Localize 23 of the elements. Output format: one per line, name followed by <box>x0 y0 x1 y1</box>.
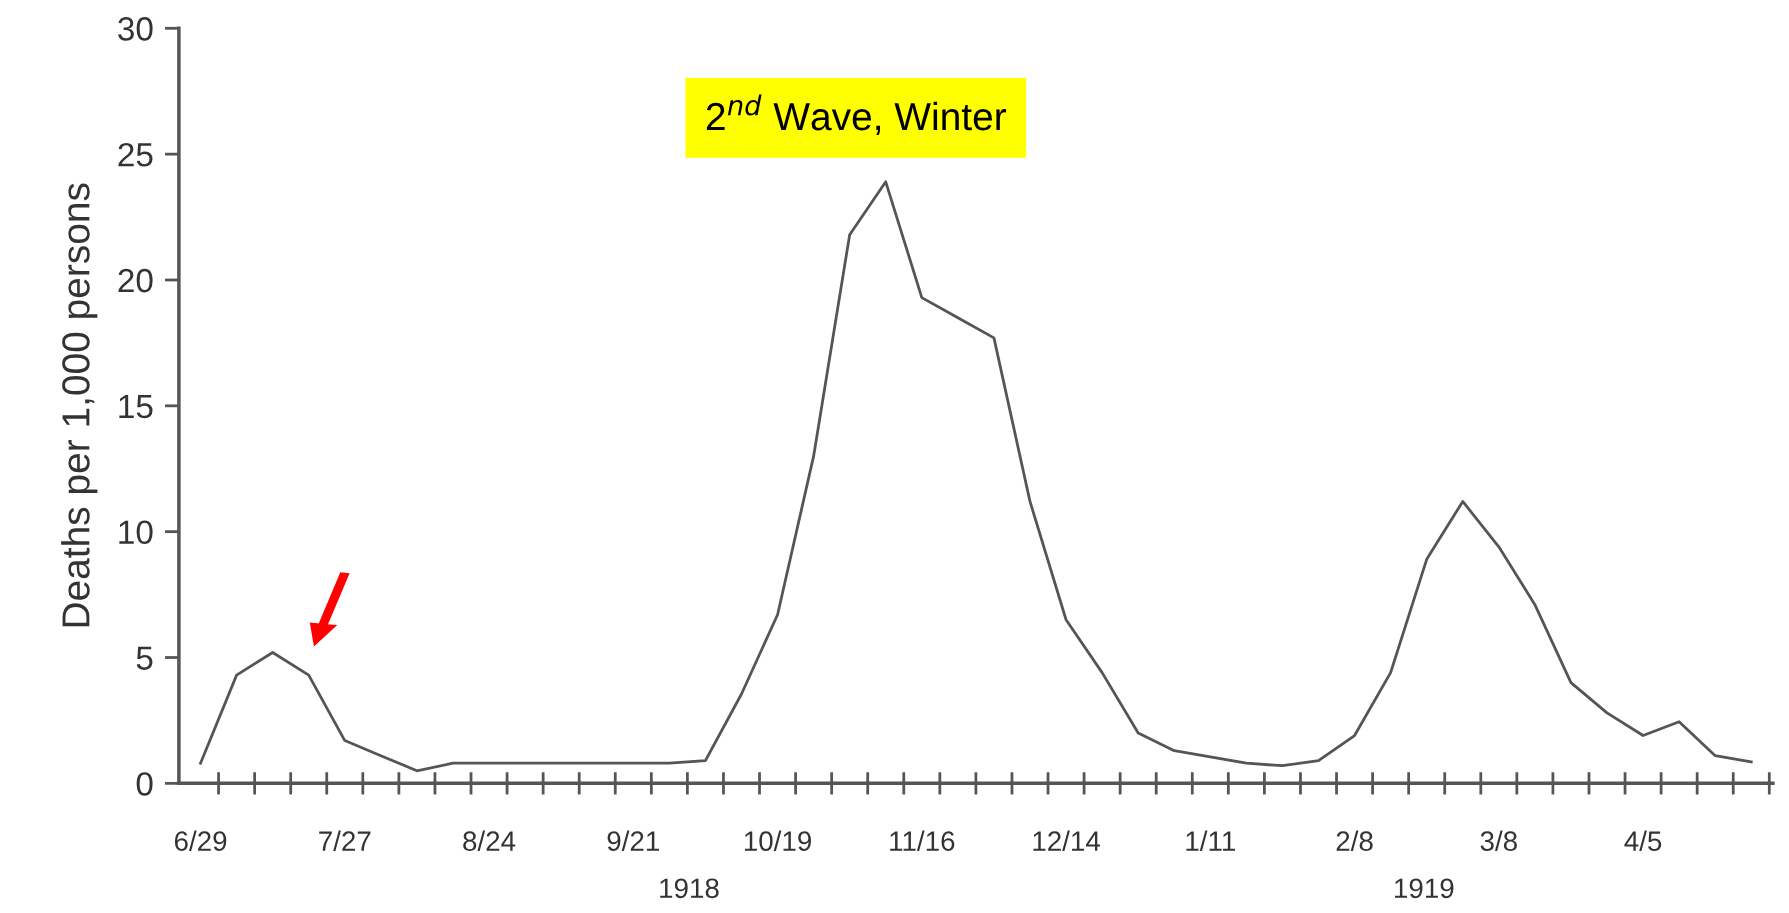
x-tick-label: 4/5 <box>1624 830 1662 851</box>
line-series <box>199 180 1753 773</box>
y-tick-label: 30 <box>118 17 153 41</box>
x-tick-label: 11/16 <box>890 830 955 851</box>
annotation: 2$^{nd}$ Wave, Winter <box>706 94 1007 136</box>
x-tick-label: 12/14 <box>1033 830 1100 851</box>
x-tick-label: 8/24 <box>463 830 516 851</box>
y-tick-label: 20 <box>118 268 153 293</box>
x-tick-label: 2/8 <box>1336 830 1373 851</box>
y-tick-label: 25 <box>118 142 153 167</box>
y-tick-label: 15 <box>119 394 153 419</box>
y-tick-label: 0 <box>136 772 153 796</box>
y-tick-label: 10 <box>119 520 153 545</box>
y-tick-label: 5 <box>136 646 153 670</box>
x-tick-label: 3/8 <box>1480 830 1517 851</box>
x-tick-label: 6/29 <box>174 830 227 851</box>
x-tick-label: 9/21 <box>607 830 659 851</box>
x-tick-label: 1/11 <box>1186 830 1235 851</box>
y-axis-title: Deaths per 1,000 persons <box>61 183 98 627</box>
text: 1919 <box>1395 878 1454 899</box>
x-tick-label: 10/19 <box>744 830 811 851</box>
text: 1918 <box>660 878 719 899</box>
x-tick-label: 7/27 <box>319 830 371 851</box>
